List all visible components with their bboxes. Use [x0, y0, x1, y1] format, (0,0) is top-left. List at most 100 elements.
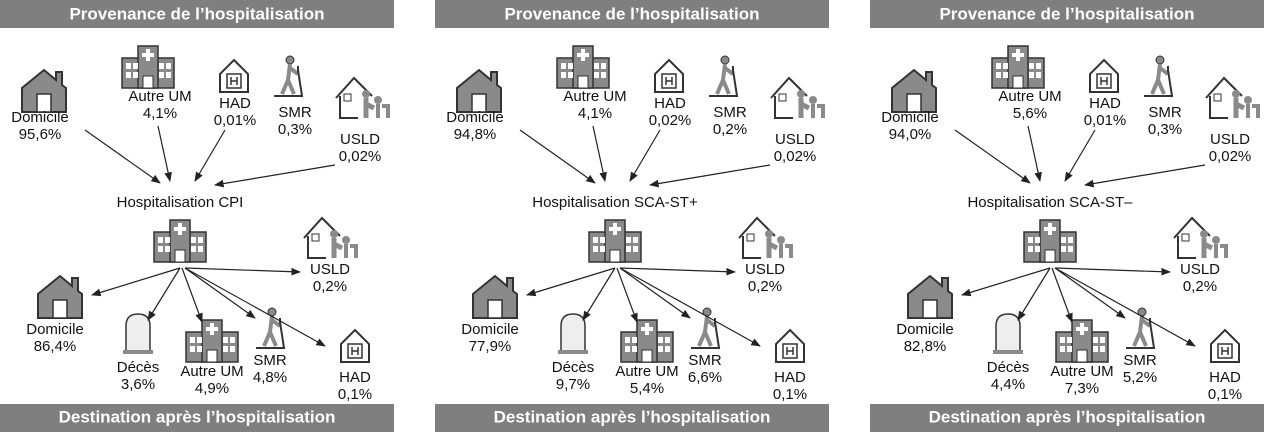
building-window	[601, 72, 606, 78]
building-window	[665, 337, 670, 343]
sources-label: Domicile	[446, 109, 504, 126]
sources-value: 94,0%	[889, 126, 932, 143]
destinations-value: 4,4%	[991, 376, 1025, 393]
sources-label: SMR	[713, 104, 747, 121]
building-window	[1093, 337, 1098, 343]
footer-bar	[0, 404, 394, 432]
building-cross	[1044, 223, 1056, 235]
building-window	[1068, 246, 1073, 252]
arrow	[214, 164, 336, 188]
sources-label: Autre UM	[998, 88, 1061, 105]
usld-person-body	[766, 238, 779, 258]
sources-value: 0,01%	[214, 112, 257, 129]
house-icon	[891, 68, 937, 113]
panel: Provenance de l’hospitalisation Destinati…	[0, 0, 394, 432]
destinations-label: Domicile	[896, 321, 954, 338]
building-cross	[1076, 323, 1088, 335]
destinations-label: Décès	[117, 359, 160, 376]
building-window	[166, 63, 171, 69]
arrow	[526, 267, 616, 297]
usld-person	[797, 90, 805, 98]
arrow	[619, 267, 736, 276]
usld-person-body	[331, 238, 344, 258]
building-window	[1067, 346, 1072, 352]
destinations-label: Décès	[987, 359, 1030, 376]
destinations-label: USLD	[1180, 261, 1220, 278]
usld-window	[311, 233, 320, 242]
building-window	[1068, 237, 1073, 243]
building-window	[158, 237, 163, 243]
building-window	[223, 337, 228, 343]
sources-value: 0,02%	[649, 112, 692, 129]
building-window	[593, 237, 598, 243]
house-door	[487, 299, 503, 319]
usld-window	[778, 93, 787, 102]
destinations-value: 5,4%	[630, 380, 664, 397]
sources-value: 0,3%	[1148, 121, 1182, 138]
smr-body	[1132, 315, 1152, 347]
usld-person	[330, 230, 338, 238]
building-window	[1003, 63, 1008, 69]
arrow	[181, 267, 203, 323]
building-window	[625, 337, 630, 343]
building-window	[632, 346, 637, 352]
destinations-label: Autre UM	[1050, 363, 1113, 380]
building-window	[568, 72, 573, 78]
usld-walker	[1246, 104, 1260, 118]
smr-treadmill	[274, 66, 304, 97]
arrow	[1054, 267, 1196, 347]
building-window	[159, 63, 164, 69]
building-window	[158, 246, 163, 252]
building-window	[223, 346, 228, 352]
sources-value: 0,01%	[1084, 112, 1127, 129]
building-window	[1028, 246, 1033, 252]
header-bar	[870, 0, 1264, 28]
house-icon	[456, 68, 502, 113]
arrow	[629, 129, 661, 182]
sources-label: Domicile	[11, 109, 69, 126]
usld-person2	[374, 96, 382, 104]
building-door	[641, 349, 653, 363]
destinations-label: HAD	[774, 369, 806, 386]
sources-label: Autre UM	[128, 88, 191, 105]
destinations-value: 4,9%	[195, 380, 229, 397]
destinations-value: 0,1%	[338, 386, 372, 403]
usld-person2	[342, 236, 350, 244]
usld-person	[1200, 230, 1208, 238]
building-window	[561, 72, 566, 78]
building-window	[1061, 237, 1066, 243]
sources-label: HAD	[1089, 95, 1121, 112]
building-window	[165, 246, 170, 252]
usld-person2	[1244, 96, 1252, 104]
building-cross	[641, 323, 653, 335]
building-window	[1036, 63, 1041, 69]
arrow	[582, 267, 616, 321]
sources-label: SMR	[278, 104, 312, 121]
tomb-icon	[125, 313, 151, 353]
usld-person-body	[1233, 98, 1246, 118]
usld-person2	[809, 96, 817, 104]
building-window	[1029, 72, 1034, 78]
usld-window	[1181, 233, 1190, 242]
house-door	[922, 299, 938, 319]
sources-label: SMR	[1148, 104, 1182, 121]
arrow	[1054, 267, 1126, 319]
sources-label: Autre UM	[563, 88, 626, 105]
destinations-value: 9,7%	[556, 376, 590, 393]
building-window	[190, 337, 195, 343]
building-window	[594, 72, 599, 78]
building-window	[1035, 246, 1040, 252]
header-bar	[0, 0, 394, 28]
center-label: Hospitalisation SCA-ST–	[967, 194, 1133, 211]
smr-treadmill	[1126, 318, 1156, 349]
tomb-base	[993, 350, 1023, 354]
building-window	[190, 346, 195, 352]
building-window	[1035, 237, 1040, 243]
smr-body	[262, 315, 282, 347]
house-icon	[907, 274, 953, 319]
smr-head	[285, 55, 295, 65]
building-window	[1100, 346, 1105, 352]
sources-label: USLD	[775, 131, 815, 148]
destinations-value: 0,2%	[1183, 278, 1217, 295]
